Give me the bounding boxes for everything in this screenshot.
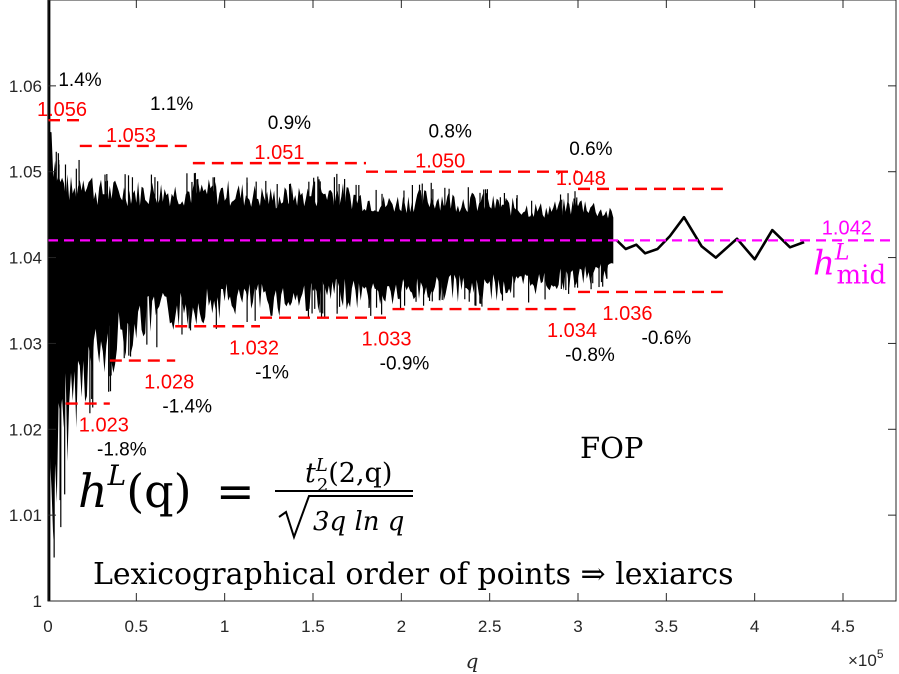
y-tick-label: 1.05 <box>9 163 42 182</box>
x-tick-label: 1 <box>220 617 229 636</box>
y-tick-label: 1.06 <box>9 77 42 96</box>
x-tick-label: 2 <box>397 617 406 636</box>
upper-bound-percent: 1.4% <box>58 70 101 91</box>
x-tick-label: 0 <box>43 617 52 636</box>
lower-bound-percent: -1.8% <box>97 440 147 461</box>
svg-text:=: = <box>216 464 255 518</box>
x-tick-label: 3.5 <box>655 617 679 636</box>
y-tick-label: 1.02 <box>9 420 42 439</box>
bounds-group: 1.056 1.4% 1.053 1.1% 1.051 0.9% 1.050 0.8% 1.04… <box>37 70 723 461</box>
series-tail-line <box>615 215 805 261</box>
lower-bound-percent: -1% <box>255 362 289 383</box>
annotation-fop: FOP <box>580 431 643 465</box>
lower-bound-percent: -1.4% <box>162 397 212 418</box>
lower-bound-value: 1.036 <box>602 303 652 325</box>
formula: hL(q) = tL 2(2,q) 3q ln q <box>78 455 413 541</box>
svg-text:tL2(2,q): tL 2(2,q) <box>305 455 392 496</box>
h-mid-value: 1.042 <box>822 217 872 239</box>
x-tick-label: 4.5 <box>831 617 855 636</box>
x-tick-label: 4 <box>750 617 759 636</box>
x-tick-label: 0.5 <box>125 617 149 636</box>
lower-bound-value: 1.033 <box>361 329 411 351</box>
svg-text:hL(q): hL(q) <box>78 459 192 518</box>
upper-bound-value: 1.056 <box>37 99 87 121</box>
lower-bound-percent: -0.6% <box>642 328 692 349</box>
upper-bound-value: 1.053 <box>106 125 156 147</box>
series-noise <box>47 0 608 601</box>
lower-bound-percent: -0.8% <box>565 345 615 366</box>
upper-bound-percent: 0.8% <box>429 122 472 143</box>
upper-bound-percent: 1.1% <box>150 94 193 115</box>
axis-ticks: 0 0.5 1 1.5 2 2.5 3 3.5 4 4.511.011.021.031.041.0… <box>9 0 896 636</box>
y-tick-label: 1.01 <box>9 506 42 525</box>
y-tick-label: 1.04 <box>9 249 42 268</box>
lower-bound-value: 1.023 <box>79 415 129 437</box>
svg-text:3q ln q: 3q ln q <box>313 507 404 537</box>
y-tick-label: 1 <box>33 592 42 611</box>
lower-bound-value: 1.034 <box>547 320 597 342</box>
caption: Lexicographical order of points ⇒ lexiar… <box>93 557 734 592</box>
lower-bound-percent: -0.9% <box>380 354 430 375</box>
upper-bound-percent: 0.6% <box>569 139 612 160</box>
x-exponent: ×105 <box>848 647 884 670</box>
y-tick-label: 1.03 <box>9 334 42 353</box>
upper-bound-percent: 0.9% <box>268 113 311 134</box>
upper-bound-value: 1.050 <box>415 151 465 173</box>
x-axis-label: q <box>466 649 479 673</box>
axes-box <box>47 0 897 602</box>
upper-bound-value: 1.048 <box>556 168 606 190</box>
x-tick-label: 3 <box>573 617 582 636</box>
x-tick-label: 2.5 <box>478 617 502 636</box>
h-mid-symbol: hL mid <box>813 240 886 290</box>
lower-bound-value: 1.032 <box>229 337 279 359</box>
lower-bound-value: 1.028 <box>144 372 194 394</box>
upper-bound-value: 1.051 <box>254 142 304 164</box>
x-tick-label: 1.5 <box>301 617 325 636</box>
